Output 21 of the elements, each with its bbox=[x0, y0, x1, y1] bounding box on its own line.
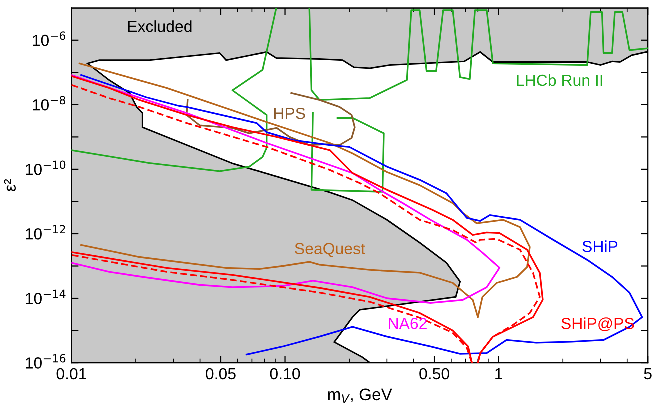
y-tick-label: 10$^{−8}$ bbox=[33, 96, 66, 111]
series-label: LHCb Run II bbox=[517, 74, 602, 86]
x-tick-label: 1 bbox=[496, 368, 502, 380]
series-label: SeaQuest bbox=[295, 243, 366, 258]
series-label: SHiP bbox=[582, 240, 618, 252]
x-tick-label: 0.10 bbox=[270, 368, 300, 380]
x-tick-label: 0.01 bbox=[56, 368, 86, 380]
y-tick-label: 10$^{−10}$ bbox=[26, 160, 66, 176]
annotation: Excluded bbox=[128, 20, 192, 32]
y-axis-title: ε² bbox=[4, 179, 16, 192]
y-tick-label: 10$^{−12}$ bbox=[26, 225, 66, 240]
series-label: HPS bbox=[274, 108, 306, 120]
y-tick-label: 10$^{−14}$ bbox=[26, 290, 66, 304]
x-tick-label: 0.50 bbox=[420, 368, 450, 380]
x-axis-title: m$_{V}$, GeV bbox=[328, 388, 392, 404]
y-tick-label: 10$^{−16}$ bbox=[26, 354, 66, 369]
series-label: NA62 bbox=[389, 318, 427, 330]
series-label: SHiP@PS bbox=[562, 318, 634, 332]
x-tick-label: 0.05 bbox=[206, 368, 236, 380]
y-tick-label: 10$^{−6}$ bbox=[33, 32, 66, 46]
x-tick-label: 5 bbox=[644, 368, 652, 380]
